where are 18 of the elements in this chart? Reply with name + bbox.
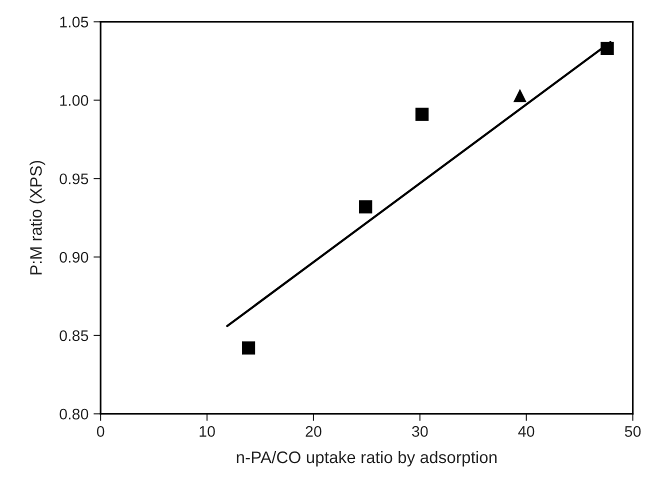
point (242, 341, 256, 355)
x-tick-label: 40 (518, 426, 534, 437)
x-tick-label: 30 (412, 426, 428, 437)
y-tick-label: 0.95 (60, 173, 88, 184)
y-tick-label: 0.85 (60, 330, 88, 342)
x-tick-label: 50 (624, 426, 641, 437)
point (359, 200, 372, 214)
point (415, 108, 429, 121)
y-tick-label: 1.05 (60, 16, 88, 28)
y-axis-title: P:M ratio (XPS) (30, 160, 46, 274)
point (513, 88, 527, 102)
y-tick-label: 1.00 (60, 95, 88, 106)
x-tick-label: 0 (96, 426, 104, 437)
x-tick-label: 10 (200, 426, 215, 437)
x-axis-title: n-PA/CO uptake ratio by adsorption (236, 450, 497, 467)
y-tick-label: 0.80 (60, 408, 88, 420)
y-tick-label: 0.90 (60, 252, 88, 263)
x-tick-label: 20 (306, 426, 322, 437)
